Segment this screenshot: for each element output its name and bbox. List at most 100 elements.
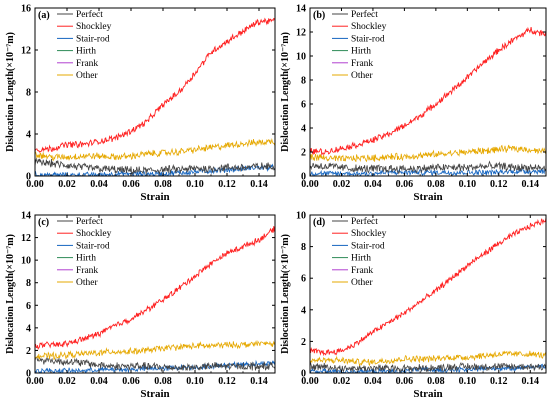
x-tick-label: 0.00 <box>26 179 44 190</box>
plot-frame <box>34 7 276 177</box>
panel-label: (b) <box>313 10 325 21</box>
series-line-perfect <box>35 356 275 373</box>
series-line-perfect <box>310 160 546 175</box>
y-tick-label: 12 <box>21 46 31 57</box>
legend-label-shockley: Shockley <box>76 22 112 32</box>
series-line-shockley <box>35 225 275 351</box>
y-axis-label: Dislocation Length(×10⁻⁷m) <box>280 234 291 354</box>
x-tick-label: 0.00 <box>301 376 319 387</box>
legend-label-stairrod: Stair-rod <box>351 34 385 44</box>
x-axis-label: Strain <box>140 191 169 203</box>
series-line-other <box>310 350 546 367</box>
x-tick-label: 0.04 <box>364 376 382 387</box>
y-tick-label: 8 <box>301 242 306 253</box>
y-tick-label: 14 <box>296 4 306 15</box>
legend-label-frank: Frank <box>351 266 373 276</box>
y-tick-label: 6 <box>301 274 306 285</box>
legend-label-hirth: Hirth <box>351 47 371 57</box>
x-tick-label: 0.14 <box>522 179 540 190</box>
legend-label-other: Other <box>351 71 373 81</box>
x-tick-label: 0.08 <box>154 376 172 387</box>
legend-label-perfect: Perfect <box>351 216 378 227</box>
y-tick-label: 14 <box>21 211 31 222</box>
x-tick-label: 0.10 <box>459 376 477 387</box>
legend-label-stairrod: Stair-rod <box>351 241 385 251</box>
legend-label-hirth: Hirth <box>351 254 371 264</box>
legend-label-perfect: Perfect <box>351 9 378 20</box>
y-tick-label: 12 <box>21 233 31 244</box>
x-tick-label: 0.04 <box>90 179 108 190</box>
x-tick-label: 0.10 <box>459 179 477 190</box>
y-tick-label: 16 <box>21 4 31 15</box>
series-line-stairrod <box>35 359 275 373</box>
y-tick-label: 2 <box>301 337 306 348</box>
legend-label-stairrod: Stair-rod <box>76 241 110 251</box>
x-tick-label: 0.14 <box>522 376 540 387</box>
y-axis-label: Dislocation Length(×10⁻⁷m) <box>5 32 16 152</box>
x-tick-label: 0.14 <box>250 179 268 190</box>
x-axis-label: Strain <box>140 388 169 400</box>
x-axis-label: Strain <box>413 191 442 203</box>
y-tick-label: 4 <box>26 130 31 141</box>
y-tick-label: 2 <box>26 346 31 357</box>
legend-label-shockley: Shockley <box>76 229 112 239</box>
chart-panel-a: 0.00 0.02 0.04 0.06 0.08 0.10 0.12 0.14 0 4 8 12 16 (… <box>5 4 276 203</box>
plot-frame <box>34 214 276 374</box>
legend-label-frank: Frank <box>76 266 98 276</box>
x-tick-label: 0.14 <box>250 376 268 387</box>
legend-label-frank: Frank <box>76 59 98 69</box>
series-line-shockley <box>310 217 546 357</box>
chart-panel-c: 0.00 0.02 0.04 0.06 0.08 0.10 0.12 0.14 0 2 4 6 8 10 1… <box>5 211 276 400</box>
y-tick-label: 4 <box>26 323 31 334</box>
x-tick-label: 0.06 <box>396 376 414 387</box>
legend-label-perfect: Perfect <box>76 216 103 227</box>
y-tick-label: 6 <box>26 301 31 312</box>
series-line-perfect <box>310 361 546 373</box>
legend-label-other: Other <box>76 278 98 288</box>
y-tick-label: 8 <box>26 88 31 99</box>
y-tick-label: 0 <box>301 172 306 183</box>
x-tick-label: 0.12 <box>218 376 236 387</box>
plot-frame <box>309 7 547 177</box>
legend-label-other: Other <box>76 71 98 81</box>
x-tick-label: 0.04 <box>364 179 382 190</box>
x-tick-label: 0.02 <box>58 179 76 190</box>
panel-label: (d) <box>313 217 325 228</box>
x-tick-label: 0.12 <box>490 179 508 190</box>
y-tick-label: 8 <box>301 76 306 87</box>
legend: Perfect Shockley Stair-rod Hirth Frank Other <box>57 9 112 81</box>
x-tick-label: 0.02 <box>333 376 351 387</box>
y-tick-label: 12 <box>296 28 306 39</box>
legend-label-hirth: Hirth <box>76 254 96 264</box>
y-tick-label: 4 <box>301 124 306 135</box>
legend: Perfect Shockley Stair-rod Hirth Frank Other <box>332 216 387 288</box>
y-tick-label: 0 <box>301 369 306 380</box>
legend-label-frank: Frank <box>351 59 373 69</box>
chart-panel-b: 0.00 0.02 0.04 0.06 0.08 0.10 0.12 0.14 0 2 4 6 8 10 1… <box>280 4 547 203</box>
y-axis-label: Dislocation Length(×10⁻⁷m) <box>280 32 291 152</box>
legend: Perfect Shockley Stair-rod Hirth Frank Other <box>57 216 112 288</box>
chart-panel-d: 0.00 0.02 0.04 0.06 0.08 0.10 0.12 0.14 0 2 4 6 8 10 (… <box>280 211 547 400</box>
y-tick-label: 10 <box>21 256 31 267</box>
x-tick-label: 0.08 <box>427 376 445 387</box>
legend: Perfect Shockley Stair-rod Hirth Frank Other <box>332 9 387 81</box>
x-tick-label: 0.02 <box>58 376 76 387</box>
y-tick-label: 2 <box>301 148 306 159</box>
x-tick-label: 0.10 <box>186 376 204 387</box>
x-tick-label: 0.06 <box>122 179 140 190</box>
y-tick-label: 6 <box>301 100 306 111</box>
series-line-perfect <box>35 157 275 176</box>
plot-frame <box>309 214 547 374</box>
y-tick-label: 8 <box>26 278 31 289</box>
legend-label-shockley: Shockley <box>351 229 387 239</box>
legend-label-stairrod: Stair-rod <box>76 34 110 44</box>
panel-label: (c) <box>38 217 49 228</box>
series-line-stairrod <box>35 163 275 176</box>
x-tick-label: 0.00 <box>301 179 319 190</box>
y-tick-label: 10 <box>296 211 306 222</box>
series-line-shockley <box>310 26 546 157</box>
x-tick-label: 0.04 <box>90 376 108 387</box>
x-tick-label: 0.06 <box>396 179 414 190</box>
x-axis-label: Strain <box>413 388 442 400</box>
